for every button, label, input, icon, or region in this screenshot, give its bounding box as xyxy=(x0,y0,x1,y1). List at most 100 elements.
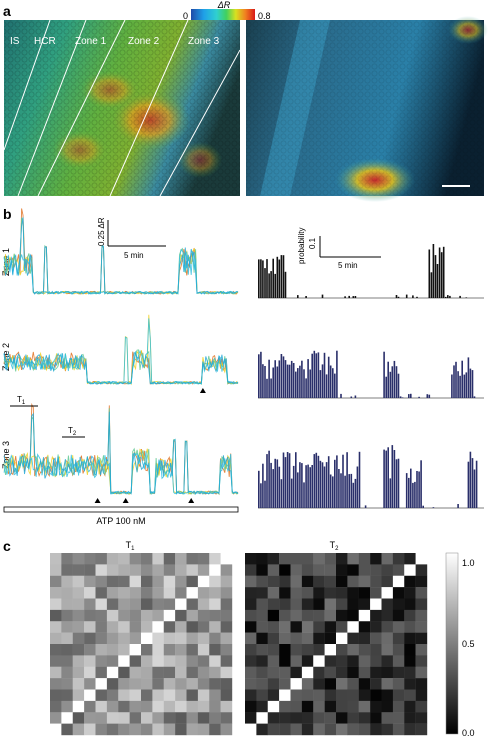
matrix-cell xyxy=(336,700,348,713)
matrix-cell xyxy=(141,712,153,724)
matrix-cell xyxy=(186,564,199,576)
matrix-cell xyxy=(301,632,314,645)
hist-bar-row2 xyxy=(325,374,328,398)
hist-bar-row1 xyxy=(449,295,451,298)
matrix-t2 xyxy=(245,553,428,736)
matrix-cell xyxy=(392,666,405,679)
matrix-cell xyxy=(381,712,394,724)
matrix-cell xyxy=(370,689,382,702)
hist-bar-row1 xyxy=(405,294,408,298)
matrix-cell xyxy=(209,553,221,565)
matrix-cell xyxy=(175,587,187,599)
row-label-zone3: Zone 3 xyxy=(1,441,11,469)
matrix-cell xyxy=(256,678,268,690)
zone-label-zone3: Zone 3 xyxy=(188,36,220,47)
matrix-cell xyxy=(347,712,359,724)
matrix-cell xyxy=(324,666,337,679)
matrix-colorbar-max: 1.0 xyxy=(462,558,475,568)
hist-bar-row3 xyxy=(278,466,281,508)
hist-bar-row2 xyxy=(473,396,476,398)
matrix-cell xyxy=(301,700,314,713)
colorbar-max: 0.8 xyxy=(258,11,271,21)
zone-label-zone2: Zone 2 xyxy=(128,36,160,47)
matrix-cell xyxy=(404,723,416,736)
matrix-cell xyxy=(313,644,325,656)
matrix-cell xyxy=(106,632,119,645)
hist-bar-row3 xyxy=(408,477,410,508)
hist-bar-row3 xyxy=(358,451,361,508)
matrix-cell xyxy=(72,655,85,667)
matrix-cell xyxy=(61,712,73,724)
matrix-cell xyxy=(129,553,142,565)
hist-bar-row3 xyxy=(344,475,346,508)
hist-bar-row2 xyxy=(451,374,453,398)
matrix-cell xyxy=(347,689,359,702)
matrix-cell xyxy=(279,723,291,736)
matrix-cell xyxy=(197,666,210,679)
hist-bar-row1 xyxy=(430,272,433,298)
matrix-cell xyxy=(267,689,280,702)
hist-bar-row2 xyxy=(395,366,398,398)
hist-bar-row2 xyxy=(315,353,318,398)
matrix-cell xyxy=(324,553,337,565)
matrix-cell xyxy=(209,621,221,633)
matrix-cell xyxy=(197,553,210,565)
matrix-cell xyxy=(313,666,325,679)
matrix-cell xyxy=(95,621,108,633)
matrix-cell xyxy=(370,666,382,679)
matrix-cell xyxy=(347,621,359,633)
matrix-cell xyxy=(209,644,221,656)
matrix-cell xyxy=(61,621,73,633)
matrix-cell xyxy=(404,621,416,633)
colorbar-title: ΔR xyxy=(217,0,231,10)
hist-bar-row2 xyxy=(332,368,334,398)
matrix-cell xyxy=(163,553,176,565)
matrix-cell xyxy=(106,689,119,702)
matrix-cell xyxy=(267,564,280,576)
matrix-cell xyxy=(301,723,314,736)
hist-bar-row3 xyxy=(356,466,359,508)
matrix-cell xyxy=(106,644,119,656)
image-right xyxy=(246,16,488,202)
matrix-cell xyxy=(61,700,73,713)
matrix-cell xyxy=(152,621,164,633)
matrix-cell xyxy=(347,564,359,576)
hist-bar-row3 xyxy=(405,473,408,508)
matrix-cell xyxy=(50,644,62,656)
hist-bar-row1 xyxy=(258,259,260,298)
hist-bar-row3 xyxy=(352,482,355,508)
matrix-cell xyxy=(347,609,359,622)
matrix-cell xyxy=(392,564,405,576)
matrix-cell xyxy=(256,598,268,611)
matrix-cell xyxy=(301,644,314,656)
matrix-cell xyxy=(245,575,257,588)
matrix-cell xyxy=(415,700,428,713)
matrix-cell xyxy=(95,644,108,656)
matrix-cell xyxy=(72,700,85,713)
panel-label-b: b xyxy=(3,206,12,222)
matrix-cell xyxy=(313,632,325,645)
matrix-cell xyxy=(50,655,62,667)
matrix-cell xyxy=(256,564,268,576)
interval-t1-label: T1 xyxy=(17,395,26,406)
matrix-cell xyxy=(301,598,314,611)
hist-bar-row2 xyxy=(280,354,283,398)
matrix-cell xyxy=(197,632,210,645)
hist-bar-row3 xyxy=(284,457,287,508)
hist-bar-row3 xyxy=(418,471,420,508)
matrix-cell xyxy=(404,632,416,645)
matrix-cell xyxy=(197,644,210,656)
matrix-cell xyxy=(336,575,348,588)
matrix-cell xyxy=(84,655,96,667)
matrix-cell xyxy=(415,632,428,645)
matrix-colorbar-min: 0.0 xyxy=(462,728,475,738)
hist-bar-row2 xyxy=(262,364,264,398)
matrix-cell xyxy=(301,553,314,565)
matrix-cell xyxy=(358,632,371,645)
matrix-cell xyxy=(106,655,119,667)
arrow-row3-2 xyxy=(122,498,129,503)
matrix-cell xyxy=(313,723,325,736)
matrix-cell xyxy=(415,564,428,576)
matrix-cell xyxy=(245,598,257,611)
hist-bar-row3 xyxy=(410,468,412,508)
